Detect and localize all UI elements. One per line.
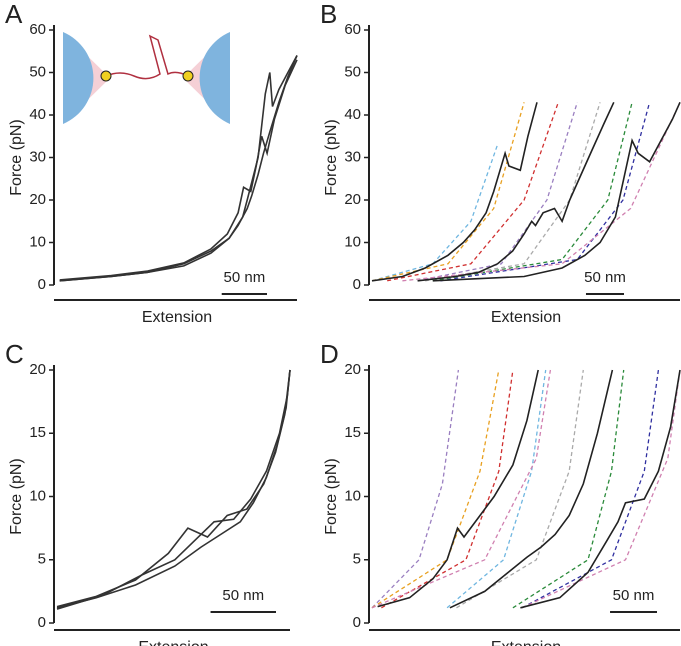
x-axis-label: Extension <box>491 309 561 326</box>
fit-curve <box>512 369 625 609</box>
y-tick-label: 60 <box>29 21 46 38</box>
y-tick-label: 15 <box>344 424 361 441</box>
handle-left <box>100 70 112 82</box>
y-tick-label: 30 <box>344 148 361 165</box>
y-tick-label: 10 <box>29 487 46 504</box>
y-tick-label: 0 <box>38 614 46 631</box>
y-tick-label: 5 <box>38 551 46 568</box>
panel-label: C <box>5 339 24 369</box>
y-tick-label: 10 <box>29 233 46 250</box>
fit-curve <box>371 369 460 609</box>
y-tick-label: 30 <box>29 148 46 165</box>
fit-curve <box>440 102 651 282</box>
y-tick-label: 20 <box>29 191 46 208</box>
x-axis-label: Extension <box>491 639 561 646</box>
y-axis-label: Force (pN) <box>323 458 340 534</box>
fit-curve <box>402 102 681 282</box>
fit-curve <box>371 102 525 282</box>
fit-curve <box>387 102 559 282</box>
y-tick-label: 40 <box>29 106 46 123</box>
y-axis-label: Force (pN) <box>323 119 340 195</box>
trace <box>520 369 681 609</box>
y-tick-label: 20 <box>29 361 46 378</box>
fit-curve <box>417 102 578 282</box>
scale-bar-label: 50 nm <box>224 269 266 286</box>
y-tick-label: 15 <box>29 424 46 441</box>
x-axis-label: Extension <box>138 639 208 646</box>
fit-curve <box>371 144 499 282</box>
fit-curve <box>521 369 660 609</box>
fit-curve <box>456 369 584 609</box>
panel-label: B <box>320 0 337 29</box>
trace <box>59 59 298 281</box>
trace <box>371 102 538 282</box>
scale-bar-label: 50 nm <box>584 269 626 286</box>
y-tick-label: 50 <box>29 63 46 80</box>
y-tick-label: 20 <box>344 191 361 208</box>
bead-right <box>199 32 230 124</box>
trace <box>56 369 291 609</box>
trace <box>377 369 539 608</box>
y-tick-label: 50 <box>344 63 361 80</box>
trace <box>56 369 291 608</box>
y-tick-label: 0 <box>38 276 46 293</box>
bead-left <box>63 32 94 124</box>
y-tick-label: 60 <box>344 21 361 38</box>
molecule <box>105 34 189 80</box>
y-tick-label: 0 <box>353 614 361 631</box>
fit-curve <box>432 102 633 282</box>
scale-bar-label: 50 nm <box>222 587 264 604</box>
trace <box>417 101 615 282</box>
handle-right <box>182 70 194 82</box>
y-tick-label: 10 <box>344 487 361 504</box>
fit-curve <box>371 369 552 609</box>
trace <box>432 101 681 282</box>
fit-curve <box>371 369 500 609</box>
panel-label: D <box>320 339 339 369</box>
fit-curve <box>521 369 681 609</box>
y-tick-label: 0 <box>353 276 361 293</box>
fit-curve <box>381 369 514 609</box>
panel-label: A <box>5 0 23 29</box>
inset-illustration <box>63 28 291 136</box>
x-axis-label: Extension <box>142 309 212 326</box>
trace <box>449 369 614 609</box>
y-axis-label: Force (pN) <box>8 458 25 534</box>
y-tick-label: 10 <box>344 233 361 250</box>
trace <box>59 55 298 282</box>
y-tick-label: 20 <box>344 361 361 378</box>
trace <box>56 369 291 610</box>
fit-curve <box>446 369 547 609</box>
y-tick-label: 40 <box>344 106 361 123</box>
scale-bar-label: 50 nm <box>613 587 655 604</box>
y-axis-label: Force (pN) <box>8 119 25 195</box>
y-tick-label: 5 <box>353 551 361 568</box>
